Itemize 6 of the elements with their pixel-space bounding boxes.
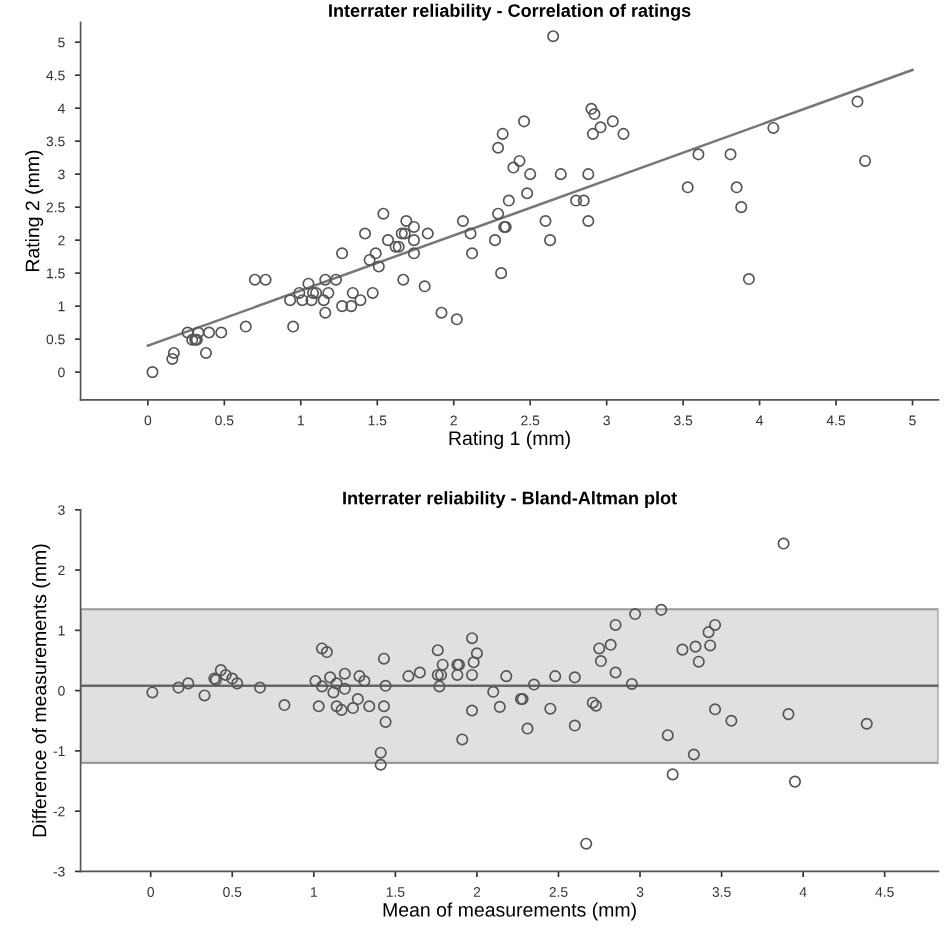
x-axis-title: Mean of measurements (mm) xyxy=(383,902,636,921)
y-axis-title: Difference of measurements (mm) xyxy=(32,544,51,837)
x-axis-title: Rating 1 (mm) xyxy=(449,430,570,449)
chart-title: Interrater reliability - Correlation of ratings xyxy=(329,3,691,21)
y-axis-title: Rating 2 (mm) xyxy=(25,150,44,272)
chart-title: Interrater reliability - Bland-Altman plot xyxy=(343,491,677,508)
